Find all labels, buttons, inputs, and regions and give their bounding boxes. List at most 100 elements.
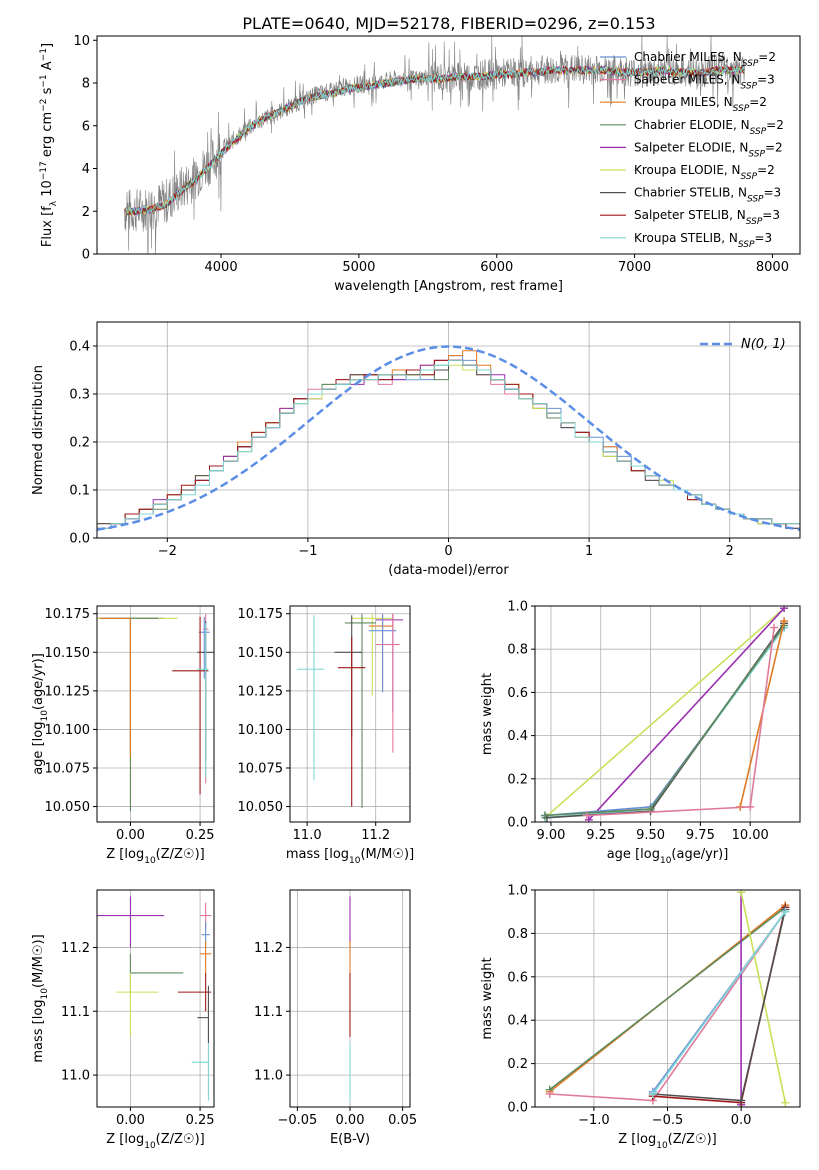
tick-label-x: 0.00 xyxy=(116,1113,145,1128)
label-part: (M/M☉)] xyxy=(31,934,46,988)
tick-label-x: −1 xyxy=(298,544,317,559)
label-part: Kroupa MILES, N xyxy=(634,95,733,109)
label-part: 10 xyxy=(40,988,50,1000)
legend-entry: Salpeter STELIB, NSSP=3 xyxy=(634,208,780,227)
tick-label-y: 0 xyxy=(82,248,90,263)
weight-marker xyxy=(584,815,593,822)
plot-area xyxy=(97,345,800,538)
label-part: age [ xyxy=(607,847,640,862)
tick-label-x: 5000 xyxy=(342,260,375,275)
label-part: −2 xyxy=(39,99,49,112)
tick-label-y: 10.100 xyxy=(238,723,284,738)
tick-label-y: 0.8 xyxy=(507,643,528,658)
label-part: erg cm xyxy=(40,112,55,161)
label-part: SSP xyxy=(741,82,758,92)
tick-label-x: 7000 xyxy=(618,260,651,275)
label-part: SSP xyxy=(741,172,758,182)
label-part: (M/M☉)] xyxy=(360,847,414,862)
label-part: (age/yr)] xyxy=(671,847,728,862)
label-part: mass weight xyxy=(480,673,495,755)
weight-marker xyxy=(781,1098,790,1107)
y-axis-label: Flux [fλ 10−17 erg cm−2 s−1 A−1] xyxy=(39,43,59,247)
tick-label-y: 0.0 xyxy=(69,532,90,547)
errorbar-point-0 xyxy=(351,613,393,696)
label-part: λ xyxy=(49,200,59,206)
label-part: log xyxy=(640,847,660,862)
label-part: (data-model)/error xyxy=(388,563,509,578)
axes-frame xyxy=(289,605,411,823)
label-part: −1 xyxy=(39,74,49,87)
errorbar-point-4 xyxy=(368,613,397,693)
x-axis-label: Z [log10(Z/Z☉)] xyxy=(618,1132,716,1151)
tick-label-x: 9.00 xyxy=(536,828,565,843)
label-part: ] xyxy=(40,43,55,48)
tick-label-x: −0.05 xyxy=(277,1113,317,1128)
label-part: Salpeter STELIB, N xyxy=(634,208,746,222)
label-part: log xyxy=(124,1132,144,1147)
tick-label-y: 10.050 xyxy=(238,800,284,815)
weight-marker xyxy=(737,890,746,897)
tick-label-y: 10.050 xyxy=(45,800,91,815)
tick-label-y: 10.075 xyxy=(45,762,91,777)
chart-weight_vs_Z: −1.0 −0.5 0.0 0.0 0.2 0.4 0.6 0.8 1.0 Z [log10(Z/… xyxy=(480,884,801,1151)
label-part: 10 xyxy=(40,180,55,201)
label-part: =3 xyxy=(757,73,775,87)
tick-label-x: 0.25 xyxy=(186,828,215,843)
tick-label-y: 0.4 xyxy=(507,729,528,744)
axes-frame xyxy=(96,605,215,823)
errorbar-point-3 xyxy=(99,617,131,758)
x-axis-label: Z [log10(Z/Z☉)] xyxy=(106,1132,204,1151)
y-axis-label: mass weight xyxy=(480,957,495,1039)
tick-label-y: 0.2 xyxy=(69,436,90,451)
tick-label-x: 0.00 xyxy=(336,1113,365,1128)
x-axis-label: E(B-V) xyxy=(330,1132,370,1147)
label-part: Kroupa STELIB, N xyxy=(634,231,738,245)
label-part: wavelength [Angstrom, rest frame] xyxy=(334,279,563,294)
legend-entry: Kroupa ELODIE, NSSP=2 xyxy=(634,163,775,182)
tick-label-y: 0.8 xyxy=(507,927,528,942)
y-axis-label: age [log10(age/yr)] xyxy=(31,653,50,775)
label-part: mass weight xyxy=(480,957,495,1039)
normal-curve xyxy=(97,345,800,531)
errorbar-point-8 xyxy=(296,615,325,781)
label-part: (Z/Z☉)] xyxy=(156,847,205,862)
tick-label-y: 10.125 xyxy=(45,684,91,699)
weight-line-1 xyxy=(588,607,785,821)
x-axis-label: Z [log10(Z/Z☉)] xyxy=(106,847,204,866)
tick-label-y: 0.2 xyxy=(507,772,528,787)
legend-entry: Salpeter MILES, NSSP=3 xyxy=(634,73,775,92)
label-part: 10 xyxy=(144,856,156,866)
label-part: =3 xyxy=(764,186,782,200)
errorbar-point-8 xyxy=(197,622,209,778)
tick-label-y: 10 xyxy=(73,34,90,49)
label-part: −17 xyxy=(39,161,49,180)
label-part: (Z/Z☉)] xyxy=(156,1132,205,1147)
weight-marker xyxy=(746,802,755,811)
x-axis-label: (data-model)/error xyxy=(388,563,509,578)
y-axis-label: mass [log10(M/M☉)] xyxy=(31,934,50,1062)
legend-entry: Chabrier STELIB, NSSP=3 xyxy=(634,186,781,205)
errorbar-point-3 xyxy=(200,941,212,973)
errorbar-point-7 xyxy=(338,636,366,807)
tick-label-y: 10.125 xyxy=(238,684,284,699)
tick-label-y: 0.0 xyxy=(507,816,528,831)
errorbar-point-6 xyxy=(177,972,212,1012)
label-part: log xyxy=(636,1132,656,1147)
tick-label-y: 0.4 xyxy=(507,1014,528,1029)
histogram-8 xyxy=(97,359,800,538)
plot-area xyxy=(540,606,789,822)
weight-marker xyxy=(781,907,790,916)
label-part: (Z/Z☉)] xyxy=(668,1132,717,1147)
tick-label-y: 0.6 xyxy=(507,686,528,701)
label-part: =2 xyxy=(758,50,776,64)
chart-age_vs_mass: 11.0 11.2 10.050 10.075 10.100 10.125 10.150 10… xyxy=(238,605,414,866)
legend-entry: Kroupa STELIB, NSSP=3 xyxy=(634,231,772,250)
label-part: SSP xyxy=(748,149,765,159)
tick-label-y: 11.1 xyxy=(254,1005,283,1020)
tick-label-x: 0.25 xyxy=(186,1113,215,1128)
label-part: =2 xyxy=(749,95,767,109)
tick-label-y: 10.175 xyxy=(238,607,284,622)
label-part: Z [ xyxy=(618,1132,636,1147)
tick-label-x: 2 xyxy=(726,544,734,559)
